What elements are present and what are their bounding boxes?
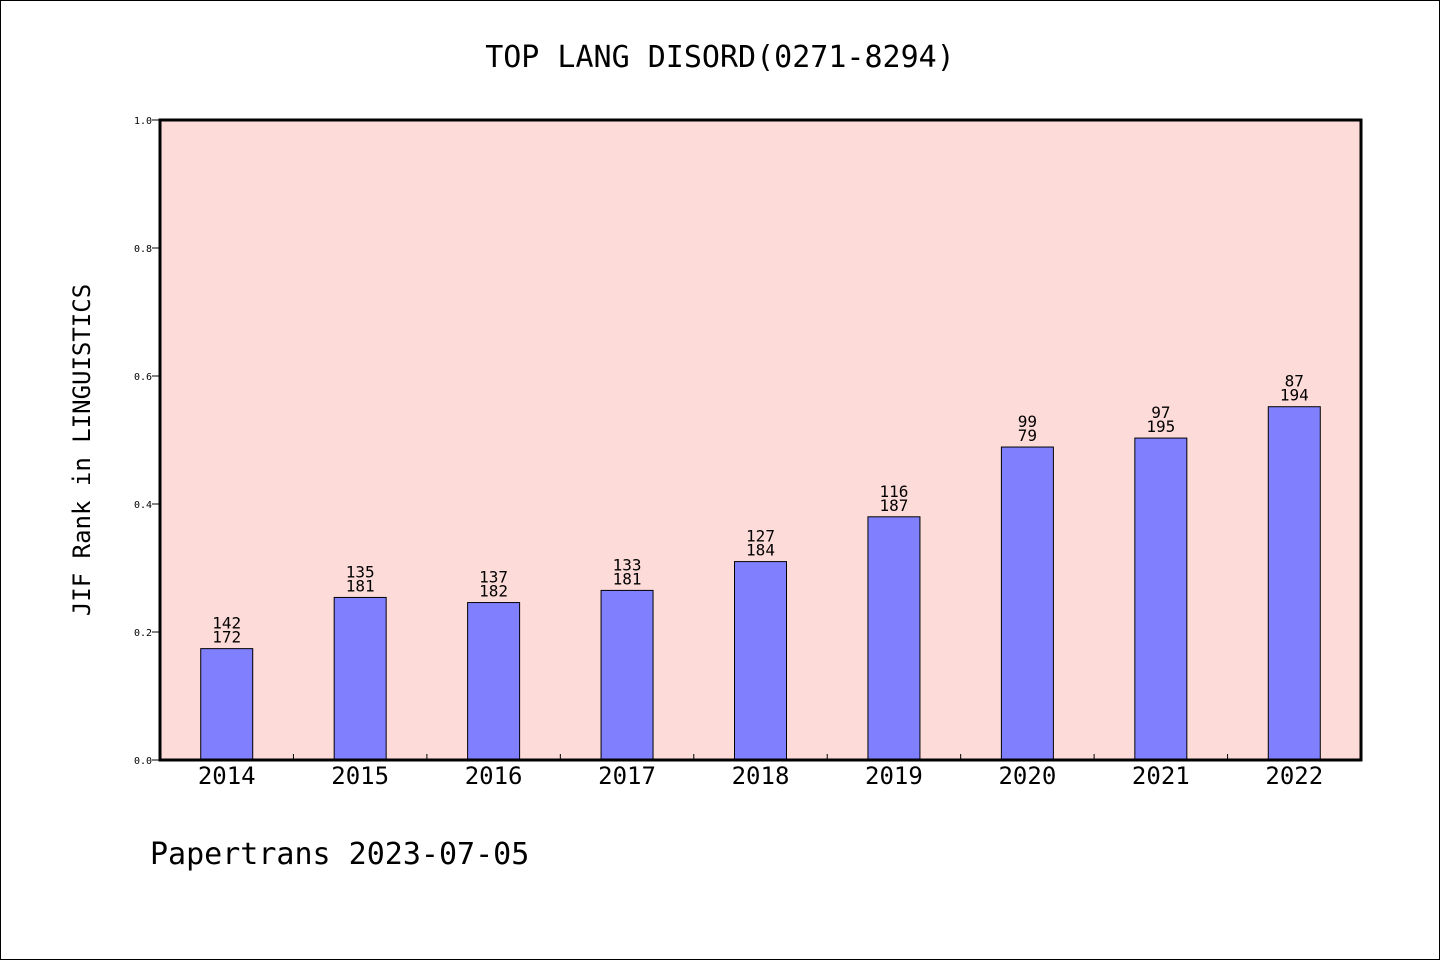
bar-2021	[1134, 437, 1188, 761]
bar-total-label: 194	[1280, 386, 1309, 405]
bar-2017	[600, 589, 654, 761]
bar-2022	[1267, 406, 1321, 761]
x-tick-label: 2021	[1132, 762, 1190, 790]
y-tick-label: 0.4	[134, 500, 152, 511]
y-tick-label: 0.0	[134, 756, 152, 767]
y-axis: 0.0 0.2 0.4 0.6 0.8 1.0	[134, 116, 160, 767]
bar-2020	[1000, 446, 1054, 761]
x-tick-label: 2022	[1265, 762, 1323, 790]
x-tick-label: 2015	[331, 762, 389, 790]
x-tick-label: 2014	[198, 762, 256, 790]
bar-total-label: 187	[879, 496, 908, 515]
bar-2016	[467, 602, 521, 761]
y-tick-label: 1.0	[134, 116, 152, 127]
bar-total-label: 182	[479, 582, 508, 601]
x-tick-label: 2016	[465, 762, 523, 790]
bar-total-label: 181	[346, 576, 375, 595]
x-tick-label: 2017	[598, 762, 656, 790]
bar-rank-label: 116	[879, 482, 908, 501]
bar-rank-label: 137	[479, 568, 508, 587]
plot-border	[158, 118, 1363, 762]
bar-total-label: 172	[212, 628, 241, 647]
bar-2014	[200, 648, 254, 761]
bar-2019	[867, 516, 921, 761]
bar-2015	[333, 596, 387, 761]
y-tick-label: 0.6	[134, 372, 152, 383]
bar-rank-label: 99	[1018, 412, 1037, 431]
bar-total-label: 181	[613, 569, 642, 588]
x-tick-label: 2020	[998, 762, 1056, 790]
chart-title: TOP LANG DISORD(0271-8294)	[485, 40, 955, 75]
bar-total-label: 195	[1146, 417, 1175, 436]
bar-rank-label: 142	[212, 614, 241, 633]
bar-total-label: 79	[1018, 426, 1037, 445]
bars-group	[200, 406, 1321, 761]
y-axis-label: JIF Rank in LINGUISTICS	[68, 284, 96, 616]
x-tick-label: 2018	[732, 762, 790, 790]
y-tick-label: 0.2	[134, 628, 152, 639]
bar-rank-label: 87	[1285, 372, 1304, 391]
bar-rank-label: 135	[346, 562, 375, 581]
bar-rank-label: 127	[746, 527, 775, 546]
bar-2018	[734, 561, 787, 761]
bar-rank-label: 97	[1151, 403, 1170, 422]
bar-total-label: 184	[746, 541, 775, 560]
y-tick-label: 0.8	[134, 244, 152, 255]
x-tick-label: 2019	[865, 762, 923, 790]
bar-rank-label: 133	[613, 555, 642, 574]
footer-text: Papertrans 2023-07-05	[150, 837, 529, 872]
x-axis: 2014 2015 2016 2017 2018 2019 2020 2021 2022	[198, 754, 1323, 790]
